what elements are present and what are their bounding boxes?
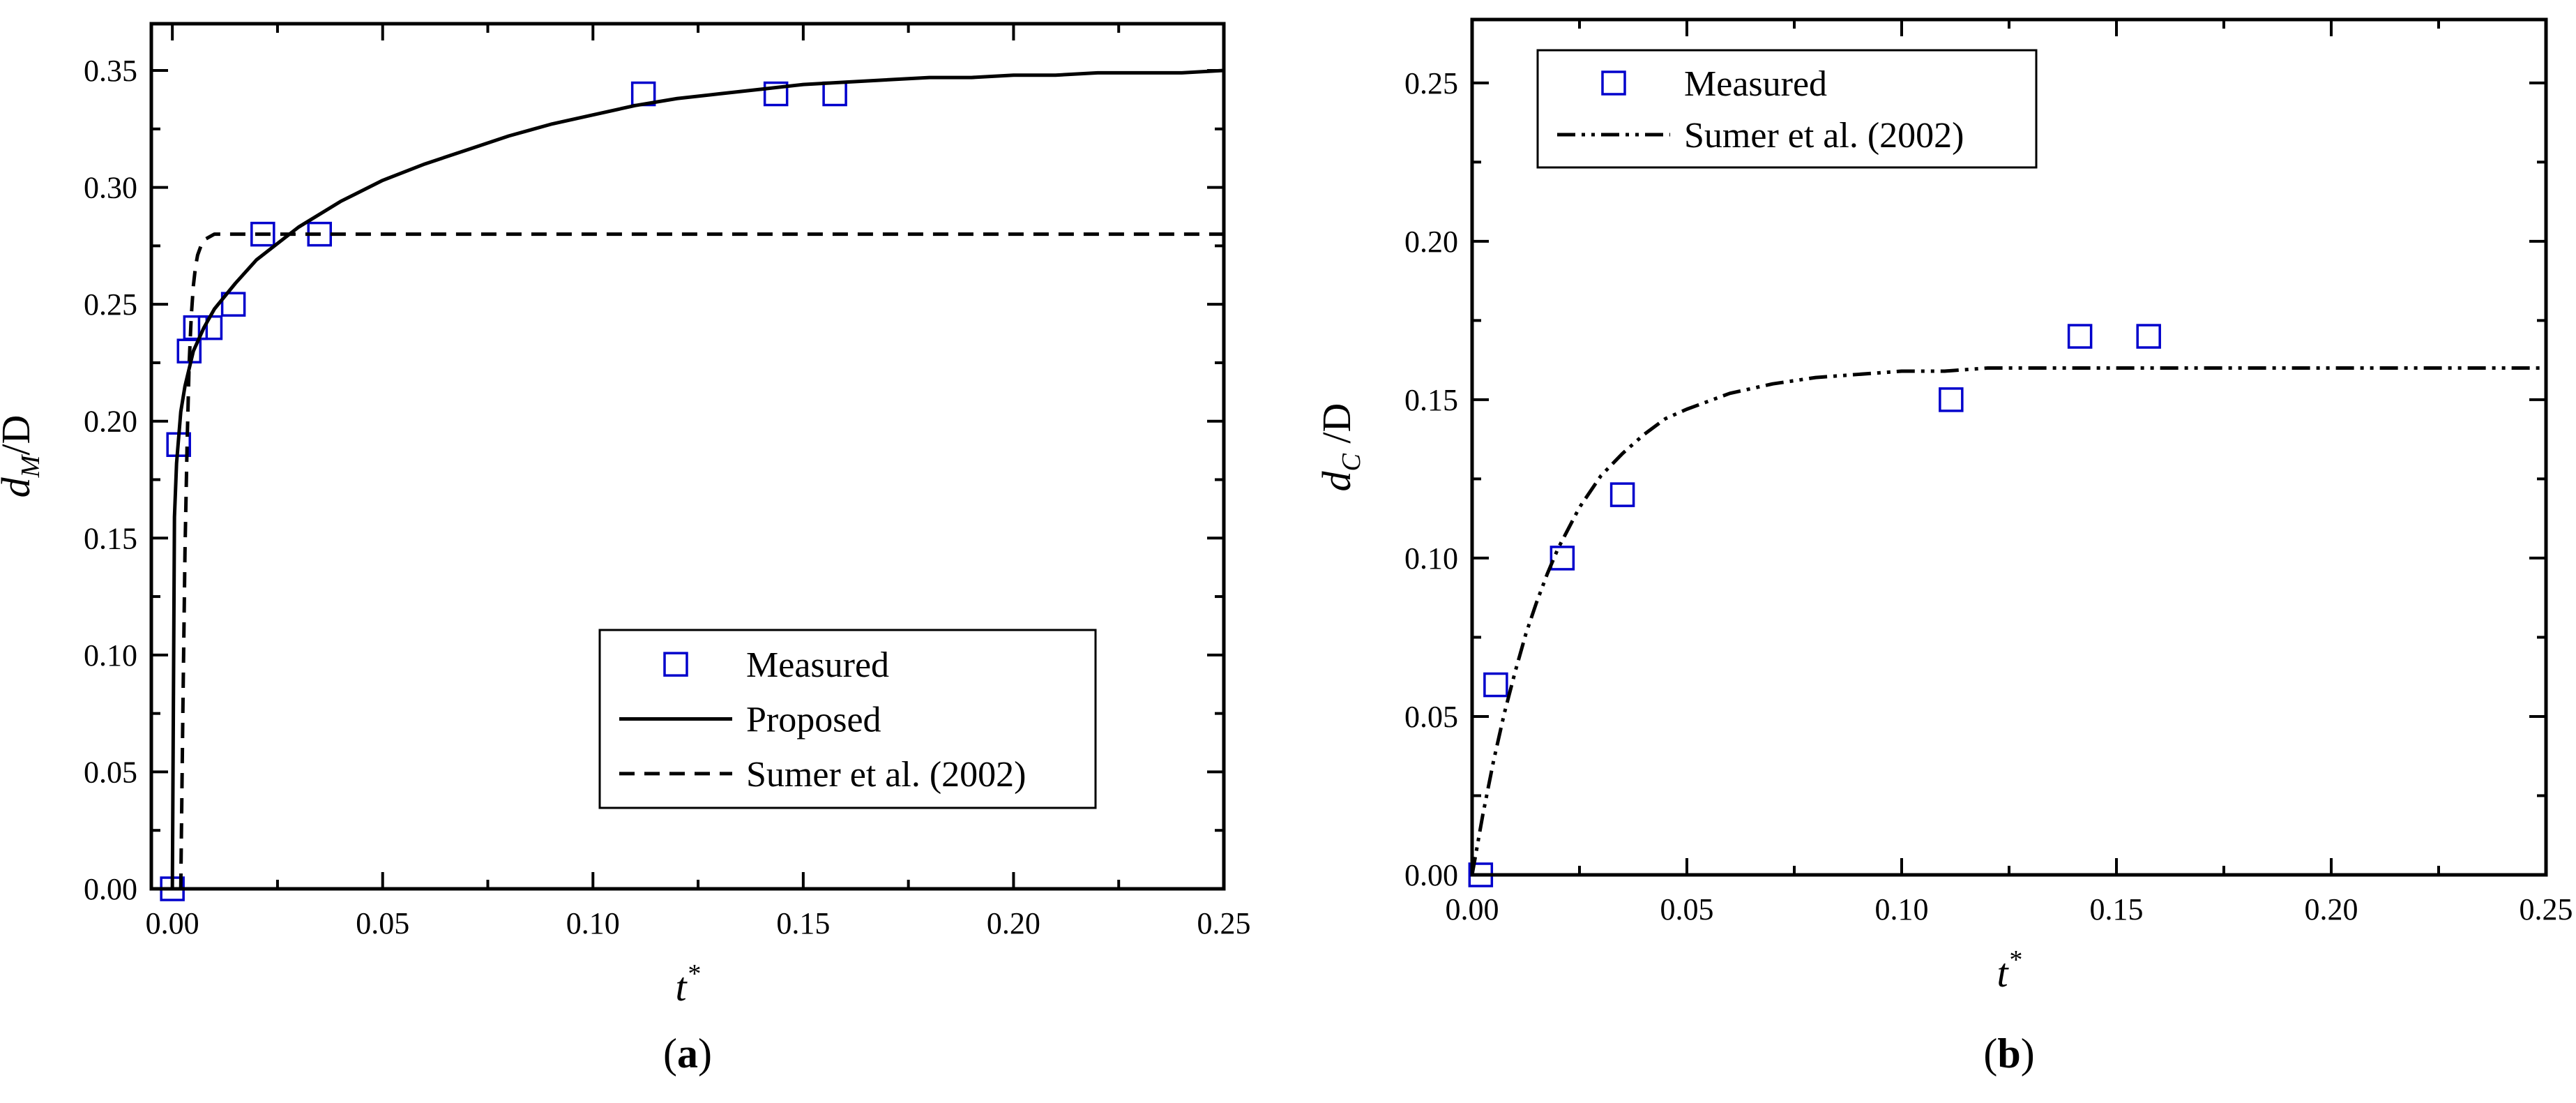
legend-label: Proposed [746,700,881,740]
y-tick-label: 0.05 [84,755,137,789]
legend-box [1536,49,2038,169]
y-axis-title-base: d [1314,470,1359,491]
data-point [763,81,789,107]
panel-label-close: ) [698,1030,712,1076]
data-point [2067,324,2093,349]
plot-frame [149,22,1226,891]
panel-label-close: ) [2021,1030,2035,1076]
data-point [1939,387,1964,412]
x-tick-label: 0.05 [1660,892,1714,926]
legend-marker-icon [663,652,688,677]
data-point [183,315,209,340]
data-point [1483,672,1508,698]
x-axis-title-base: t [675,964,688,1010]
y-tick-label: 0.10 [84,638,137,673]
x-axis-title: t* [675,959,699,1010]
data-point [822,81,847,107]
data-point [1609,482,1635,507]
y-axis-title-sub: C [1337,453,1366,471]
series-measured-markers [160,81,847,901]
x-tick-label: 0.25 [2520,892,2573,926]
x-axis-title-base: t [1997,950,2009,996]
series-line-proposed [170,68,1224,889]
x-tick-label: 0.00 [1446,892,1499,926]
y-tick-label: 0.15 [1404,383,1458,417]
legend: Measured Proposed Sumer et al. (2002) [598,629,1097,809]
data-point [2136,324,2161,349]
y-axis-title: dC /D [1314,403,1366,492]
x-axis-title-sup: * [2008,945,2022,975]
x-tick-label: 0.25 [1197,906,1251,940]
y-tick-label: 0.35 [84,54,137,88]
y-tick-label: 0.05 [1404,700,1458,734]
legend: Measured Sumer et al. (2002) [1536,49,2038,169]
y-tick-label: 0.25 [1404,66,1458,100]
y-axis-title-base: d [0,477,38,497]
panel-label: (b) [1983,1030,2034,1076]
x-axis-title: t* [1997,945,2021,996]
x-tick-label: 0.05 [356,906,409,940]
x-tick-label: 0.10 [1875,892,1929,926]
y-axis-title-suffix: /D [1314,403,1359,454]
data-point [1550,546,1575,571]
x-tick-label: 0.10 [566,906,620,940]
y-tick-label: 0.25 [84,287,137,322]
panel-label-letter: b [1997,1030,2020,1076]
legend-label: Measured [1684,64,1827,104]
legend-label: Measured [746,645,889,685]
panel-b-chart: 0.00 0.05 0.10 0.15 0.20 0.25 0.00 0.05 0.10 0.15… [1314,17,2573,1076]
legend-label: Sumer et al. (2002) [1684,116,1964,156]
y-axis-title: dM/D [0,415,45,498]
y-tick-label: 0.20 [1404,225,1458,259]
y-tick-label: 0.20 [84,405,137,439]
y-axis-title-sub: M [16,453,45,478]
legend-marker-icon [1601,70,1626,96]
y-tick-label: 0.10 [1404,541,1458,576]
x-tick-label: 0.15 [2090,892,2144,926]
x-tick-label: 0.15 [776,906,830,940]
y-axis-title-suffix: /D [0,415,38,456]
x-tick-label: 0.20 [987,906,1040,940]
y-tick-label: 0.00 [84,872,137,906]
series-line-sumer-et-al-2002- [1472,366,2546,875]
y-tick-label: 0.15 [84,521,137,555]
panel-label: (a) [663,1030,712,1076]
panel-a-chart: 0.00 0.05 0.10 0.15 0.20 0.25 0.00 0.05 0.10 0.15… [0,22,1251,1076]
panel-label-open: ( [663,1030,677,1076]
series-measured-markers [1468,324,2161,887]
data-point [250,221,275,247]
y-tick-label: 0.30 [84,171,137,205]
panel-label-open: ( [1983,1030,1997,1076]
legend-label: Sumer et al. (2002) [746,755,1026,795]
panel-label-letter: a [677,1030,698,1076]
y-tick-label: 0.00 [1404,858,1458,892]
x-axis-title-sup: * [687,959,700,989]
x-tick-label: 0.20 [2305,892,2358,926]
data-point [220,292,246,317]
x-tick-label: 0.00 [146,906,199,940]
series-line-sumer-et-al-2002- [179,232,1224,889]
